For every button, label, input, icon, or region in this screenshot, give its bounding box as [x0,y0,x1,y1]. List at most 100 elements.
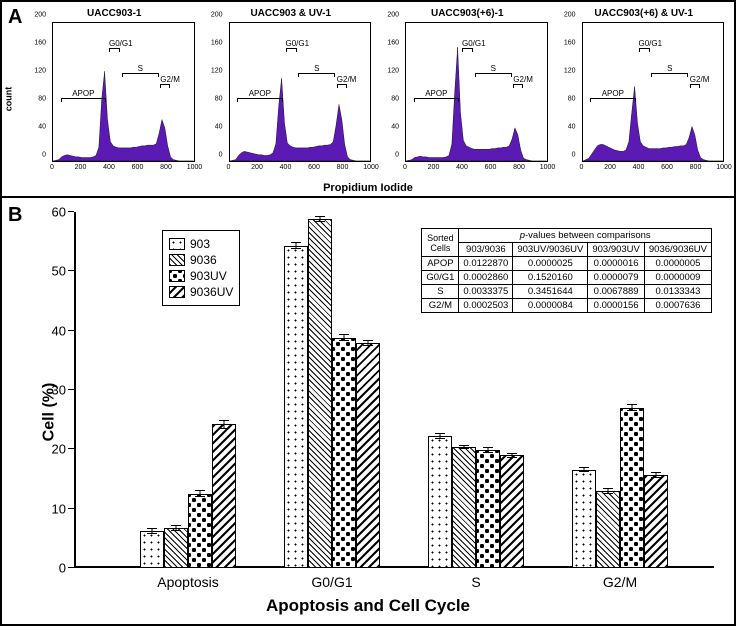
error-bar [459,445,469,450]
panel-b-xlabel: Apoptosis and Cell Cycle [2,596,734,616]
legend-swatch [169,270,185,282]
pv-spanheader: p-values between comparisons [459,229,712,243]
histogram-xticks: 02004006008001000 [582,164,725,174]
xtick: 600 [485,164,497,171]
bar-903 [140,531,164,568]
figure-root: A UACC903-104080120160200APOPG0/G1SG2/M0… [0,0,736,626]
ytick: 160 [34,40,46,47]
error-bar [603,488,613,494]
pv-cell: 0.0000084 [513,299,588,313]
pv-cell: 0.0122870 [459,257,513,271]
legend-item-903: 903 [169,237,233,251]
error-bar [363,340,373,346]
yticklabel: 10 [52,501,66,516]
ytick: 0 [572,152,576,159]
histogram-title: UACC903(+6) & UV-1 [560,8,729,22]
ytick-mark [68,330,74,331]
histogram-4: UACC903(+6) & UV-104080120160200APOPG0/G… [560,8,729,190]
panel-b-label: B [8,204,22,227]
bar-903UV [188,494,212,568]
ytick: 80 [215,96,223,103]
xtick: 0 [580,164,584,171]
bar-903UV [476,450,500,568]
pv-cell: 0.0000156 [588,299,645,313]
histogram-title: UACC903-1 [30,8,199,22]
xtick: 200 [428,164,440,171]
ytick: 160 [564,40,576,47]
histogram-title: UACC903(+6)-1 [383,8,552,22]
group-label: G2/M [572,574,668,590]
ytick-mark [68,508,74,509]
histogram-frame [52,22,195,162]
xtick: 600 [661,164,673,171]
legend-swatch [169,238,185,250]
pv-cell: 0.0033375 [459,285,513,299]
xtick: 200 [75,164,87,171]
histogram-row: UACC903-104080120160200APOPG0/G1SG2/M020… [30,8,728,190]
ytick: 40 [215,124,223,131]
pv-rowheader: SortedCells [422,229,459,257]
xtick: 200 [251,164,263,171]
xtick: 0 [403,164,407,171]
histogram-yticks: 04080120160200 [30,22,50,162]
error-bar [483,447,493,453]
bar-903UV [620,408,644,568]
pv-cell: 0.0002503 [459,299,513,313]
ytick: 80 [391,96,399,103]
histogram-3: UACC903(+6)-104080120160200APOPG0/G1SG2/… [383,8,552,190]
histogram-yticks: 04080120160200 [383,22,403,162]
histogram-xticks: 02004006008001000 [405,164,548,174]
panel-a: A UACC903-104080120160200APOPG0/G1SG2/M0… [2,2,734,198]
xtick: 1000 [187,164,203,171]
histogram-xticks: 02004006008001000 [229,164,372,174]
error-bar [339,334,349,341]
histogram-frame [582,22,725,162]
xtick: 800 [690,164,702,171]
pv-cell: 0.0000025 [513,257,588,271]
ytick-mark [68,211,74,212]
histogram-2: UACC903 & UV-104080120160200APOPG0/G1SG2… [207,8,376,190]
xtick: 400 [280,164,292,171]
bar-9036 [596,491,620,568]
ytick: 200 [34,12,46,19]
group-label: G0/G1 [284,574,380,590]
bar-9036UV [356,343,380,568]
ytick: 0 [219,152,223,159]
xtick: 1000 [540,164,556,171]
yticklabel: 40 [52,323,66,338]
legend-item-903UV: 903UV [169,269,233,283]
xtick: 1000 [716,164,732,171]
ytick: 200 [211,12,223,19]
pv-rowlabel: G2/M [422,299,459,313]
error-bar [507,453,517,458]
bar-903 [572,470,596,568]
bar-9036UV [500,455,524,568]
pv-rowlabel: APOP [422,257,459,271]
pv-cell: 0.0000005 [644,257,711,271]
ytick: 80 [568,96,576,103]
ytick-mark [68,270,74,271]
error-bar [627,404,637,411]
yticklabel: 60 [52,205,66,220]
xtick: 0 [50,164,54,171]
panel-a-label: A [8,6,22,29]
bar-9036UV [644,475,668,568]
error-bar [435,433,445,439]
bar-903 [428,436,452,568]
legend-item-9036: 9036 [169,253,233,267]
pv-col: 903/9036 [459,243,513,257]
ytick: 80 [38,96,46,103]
histogram-title: UACC903 & UV-1 [207,8,376,22]
xtick: 400 [456,164,468,171]
panel-a-xlabel: Propidium Iodide [2,182,734,194]
pv-cell: 0.0133343 [644,285,711,299]
ytick: 200 [564,12,576,19]
panel-a-ylabel: count [3,87,13,112]
error-bar [651,472,661,478]
ytick: 120 [211,68,223,75]
group-label: Apoptosis [140,574,236,590]
legend-swatch [169,286,185,298]
error-bar [291,242,301,249]
bar-9036 [164,528,188,568]
legend-label: 903UV [190,269,227,283]
